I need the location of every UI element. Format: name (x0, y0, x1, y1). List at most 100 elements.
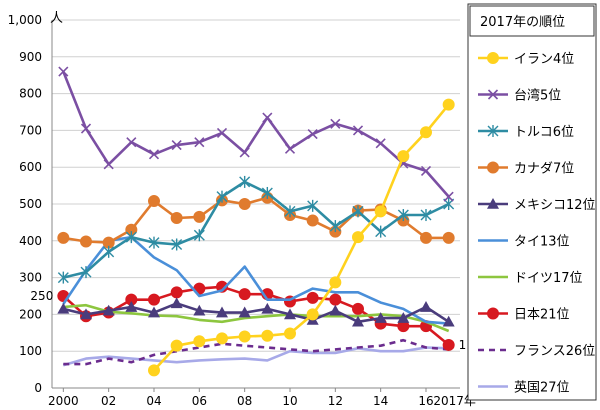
legend-label: メキシコ12位 (514, 198, 596, 213)
data-point (284, 327, 296, 340)
series-line (62, 180, 450, 279)
data-point (284, 205, 296, 218)
legend-swatch-marker (487, 198, 499, 209)
grid-lines (52, 19, 460, 352)
data-point (170, 339, 183, 352)
marker-stroke (80, 123, 92, 134)
legend-item-2: トルコ6位 (478, 125, 574, 140)
marker-stroke (239, 147, 250, 158)
series-9 (62, 346, 449, 367)
x-tick-label: 2000 (48, 394, 79, 408)
legend-label: 台湾5位 (514, 88, 561, 104)
x-tick-label: 12 (328, 394, 343, 408)
legend-swatch-marker (487, 307, 499, 320)
marker-stroke (487, 89, 499, 100)
series-line (62, 71, 450, 198)
marker-stroke (171, 140, 182, 151)
series-group (57, 66, 455, 377)
data-point (330, 118, 341, 129)
marker-stroke (284, 143, 296, 154)
data-point (80, 123, 92, 134)
legend-label: 日本21位 (514, 308, 570, 323)
data-point (238, 306, 251, 318)
legend-label: タイ13位 (514, 235, 570, 250)
data-point (307, 129, 318, 140)
data-point (238, 198, 251, 210)
legend-item-1: 台湾5位 (478, 88, 561, 104)
data-point (148, 149, 160, 160)
data-point (57, 302, 70, 314)
data-point (148, 293, 160, 306)
data-point (125, 231, 137, 244)
data-point (352, 231, 364, 244)
series-8 (63, 338, 449, 366)
data-point (193, 210, 206, 223)
legend-title: 2017年の順位 (480, 15, 565, 30)
marker-stroke (262, 112, 273, 123)
legend-label: フランス26位 (514, 344, 595, 359)
data-point (193, 335, 206, 348)
data-point (148, 195, 160, 208)
data-point (307, 199, 319, 212)
x-tick-labels: 2000 02 04 06 08 10 12 14 16 2017年 (48, 388, 476, 408)
y-tick-label: 500 (19, 197, 42, 211)
x-tick-label: 02 (101, 394, 116, 408)
data-point (284, 143, 296, 154)
data-point (443, 191, 454, 202)
data-point (194, 137, 205, 148)
legend-title-box (469, 5, 595, 37)
legend-swatch-marker (487, 125, 499, 137)
data-point (397, 209, 409, 222)
x-year-suffix-label: 2017年 (433, 394, 476, 408)
data-point (239, 175, 251, 188)
marker-stroke (307, 129, 318, 140)
data-point (102, 304, 115, 316)
y-tick-label: 800 (19, 87, 42, 101)
data-point (329, 293, 342, 306)
data-point (58, 66, 69, 77)
marker-stroke (58, 66, 69, 77)
legend-swatch-marker (487, 52, 499, 64)
x-tick-label: 06 (192, 394, 207, 408)
data-point (103, 159, 114, 170)
data-point (375, 138, 386, 149)
legend-item-6: ドイツ17位 (478, 271, 583, 286)
data-point (306, 214, 319, 227)
legend-item-0: イラン4位 (478, 52, 574, 67)
legend-swatch-marker (487, 161, 499, 174)
data-point (442, 315, 455, 327)
data-point (239, 147, 250, 158)
marker-stroke (126, 137, 137, 148)
y-tick-label: 0 (34, 381, 42, 395)
data-point (171, 238, 183, 251)
series-line (62, 346, 449, 367)
legend: 2017年の順位イラン4位台湾5位トルコ6位カナダ7位メキシコ12位タイ13位ド… (467, 3, 597, 401)
x-tick-label: 16 (418, 394, 433, 408)
data-point (57, 231, 70, 244)
series-line (62, 302, 450, 324)
data-point (420, 165, 432, 176)
data-point (148, 364, 160, 377)
data-point (397, 312, 410, 323)
legend-label: ドイツ17位 (514, 271, 583, 286)
data-point (397, 150, 410, 163)
axes (51, 20, 460, 389)
data-point (284, 308, 296, 320)
data-point (306, 291, 319, 304)
legend-item-5: タイ13位 (478, 235, 570, 250)
data-point (238, 288, 251, 301)
data-point (148, 306, 160, 318)
data-point (420, 231, 432, 244)
data-point (125, 301, 138, 312)
data-point (420, 126, 432, 139)
legend-label: 英国27位 (514, 381, 570, 396)
legend-item-4: メキシコ12位 (478, 198, 596, 213)
marker-stroke (148, 149, 160, 160)
data-point (193, 304, 206, 316)
data-point (193, 229, 205, 242)
y-tick-labels: 0 100 200 300 400 500 600 700 800 900 1,000 人 (8, 11, 63, 395)
data-point (80, 308, 92, 320)
data-point (80, 235, 92, 248)
data-point (261, 302, 274, 314)
